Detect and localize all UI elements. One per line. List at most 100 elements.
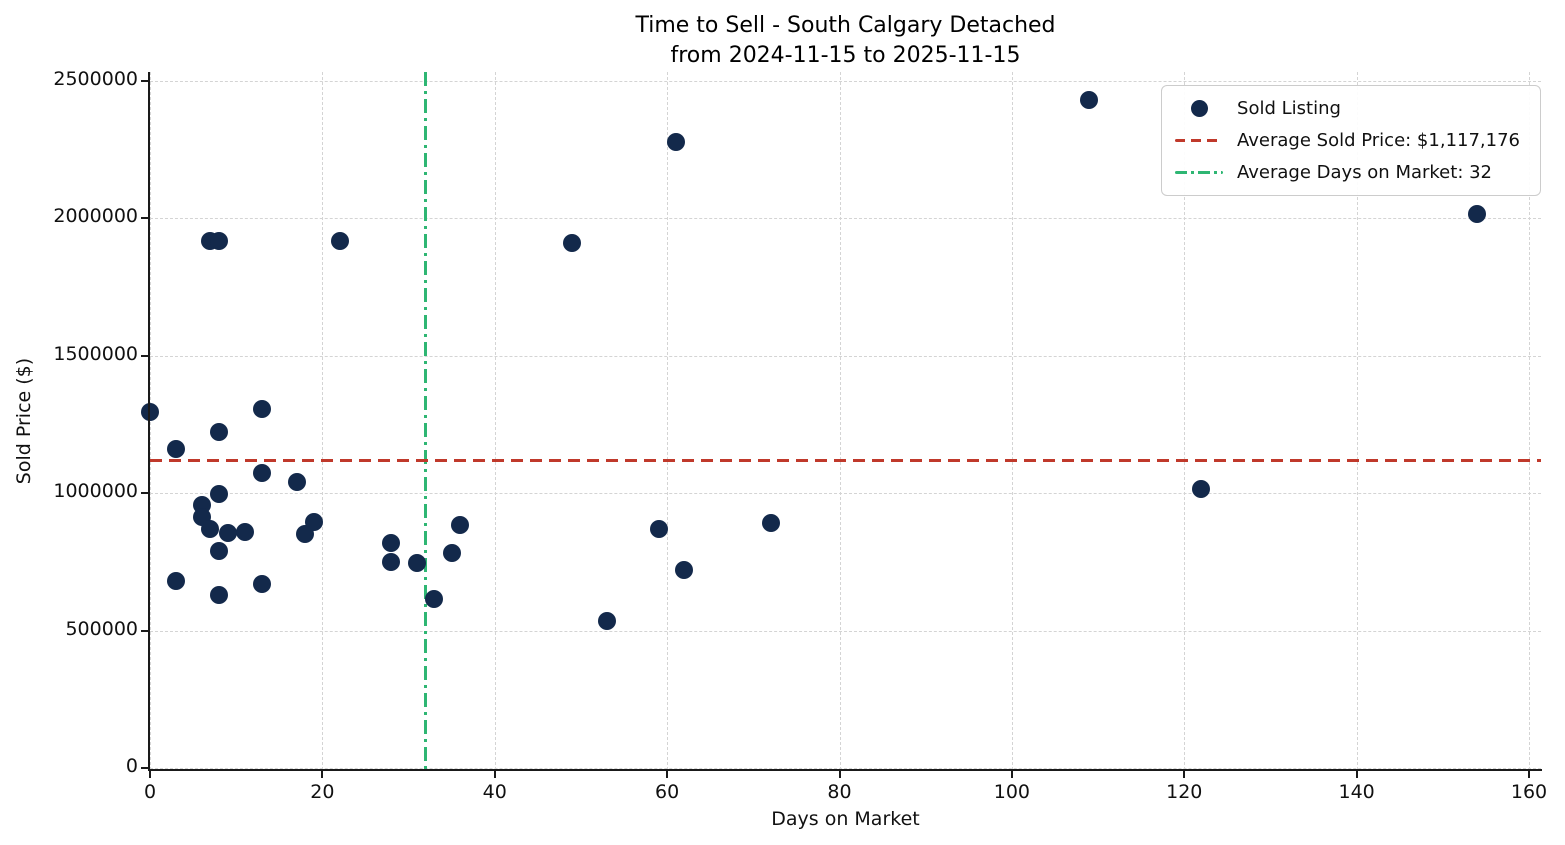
x-tick-mark (1528, 771, 1530, 778)
gridline-horizontal (150, 218, 1541, 219)
y-tick-label: 2000000 (53, 205, 138, 227)
scatter-point (166, 440, 185, 458)
gridline-vertical (1356, 72, 1358, 770)
scatter-point (649, 519, 668, 538)
x-tick-mark (666, 771, 669, 778)
y-axis-label: Sold Price ($) (13, 357, 35, 485)
x-tick-label: 60 (655, 781, 680, 803)
scatter-point (209, 542, 228, 561)
scatter-point (442, 543, 461, 562)
gridline-vertical (1529, 72, 1530, 770)
scatter-point (761, 513, 780, 532)
chart-subtitle: from 2024-11-15 to 2025-11-15 (670, 43, 1021, 68)
legend-entry-avg-days: Average Days on Market: 32 (1175, 162, 1520, 183)
x-tick-label: 80 (827, 781, 852, 803)
y-tick-mark (141, 217, 148, 219)
y-tick-label: 2500000 (53, 67, 138, 90)
legend-label: Average Days on Market: 32 (1237, 162, 1493, 183)
scatter-point (209, 423, 228, 442)
gridline-vertical (1184, 72, 1186, 770)
legend-marker-cell (1175, 170, 1224, 175)
chart-title: Time to Sell - South Calgary Detached (635, 13, 1056, 38)
x-tick-mark (149, 771, 151, 778)
dashed-line-icon (1175, 138, 1224, 143)
y-tick-mark (141, 492, 148, 494)
legend-label: Average Sold Price: $1,117,176 (1237, 130, 1520, 151)
scatter-point (235, 523, 254, 542)
avg-days-line (424, 72, 428, 770)
scatter-point (253, 400, 272, 419)
gridline-vertical (150, 72, 151, 770)
x-tick-label: 20 (310, 781, 335, 803)
y-tick-mark (141, 79, 148, 82)
legend-marker-cell (1175, 138, 1224, 143)
legend-entry-avg-price: Average Sold Price: $1,117,176 (1175, 130, 1520, 151)
x-tick-mark (1183, 771, 1186, 778)
gridline-horizontal (150, 493, 1541, 494)
x-tick-label: 100 (993, 781, 1031, 803)
scatter-point (209, 484, 228, 503)
legend: Sold Listing Average Sold Price: $1,117,… (1161, 85, 1541, 196)
scatter-point (1192, 479, 1211, 498)
scatter-point (563, 233, 582, 252)
scatter-point (382, 533, 401, 552)
scatter-point (287, 473, 306, 492)
scatter-point (201, 519, 220, 538)
scatter-point (253, 574, 272, 593)
scatter-point (304, 513, 323, 532)
gridline-vertical (494, 72, 496, 770)
scatter-point (675, 561, 694, 580)
x-tick-mark (493, 771, 496, 778)
scatter-point (166, 572, 185, 590)
scatter-point (209, 231, 228, 250)
scatter-point (141, 402, 159, 421)
scatter-point (597, 612, 616, 631)
x-tick-label: 120 (1166, 781, 1203, 803)
y-tick-label: 500000 (65, 617, 138, 640)
gridline-vertical (322, 72, 324, 770)
x-tick-mark (1010, 771, 1013, 778)
scatter-point (382, 553, 401, 572)
gridline-horizontal (150, 630, 1541, 632)
gridline-vertical (1011, 72, 1013, 770)
gridline-vertical (667, 72, 669, 770)
y-axis-spine (148, 72, 150, 771)
legend-marker-cell (1175, 100, 1223, 117)
x-tick-label: 40 (482, 781, 507, 803)
x-tick-mark (1355, 771, 1358, 778)
x-axis-spine (148, 769, 1542, 771)
scatter-point (425, 589, 444, 608)
dashdot-line-icon (1175, 170, 1224, 175)
y-tick-mark (141, 629, 148, 632)
scatter-point (253, 464, 272, 483)
scatter-point (408, 554, 427, 573)
plot-area (141, 72, 1541, 770)
scatter-point (1080, 90, 1099, 109)
x-tick-label: 140 (1338, 781, 1375, 803)
scatter-point (218, 523, 237, 542)
gridline-vertical (839, 72, 841, 770)
sold-listing-dot-icon (1190, 100, 1208, 117)
y-tick-mark (141, 354, 148, 357)
y-tick-label: 1000000 (53, 480, 138, 502)
scatter-point (666, 132, 685, 151)
y-tick-label: 1500000 (53, 342, 138, 365)
x-axis-label: Days on Market (771, 808, 920, 830)
y-tick-label: 0 (125, 755, 138, 777)
scatter-point (451, 516, 470, 535)
x-tick-mark (838, 771, 841, 778)
avg-price-line (150, 459, 1541, 463)
gridline-horizontal (150, 768, 1541, 769)
gridline-horizontal (150, 80, 1541, 82)
x-tick-label: 0 (143, 781, 157, 803)
x-tick-mark (321, 771, 324, 778)
gridline-horizontal (150, 355, 1541, 357)
chart-title-block: Time to Sell - South Calgary Detached fr… (150, 11, 1541, 71)
scatter-point (209, 585, 228, 604)
scatter-point (330, 231, 349, 250)
legend-label: Sold Listing (1237, 98, 1341, 119)
y-tick-mark (141, 767, 148, 769)
x-tick-label: 160 (1510, 781, 1548, 803)
scatter-point (1468, 204, 1487, 223)
